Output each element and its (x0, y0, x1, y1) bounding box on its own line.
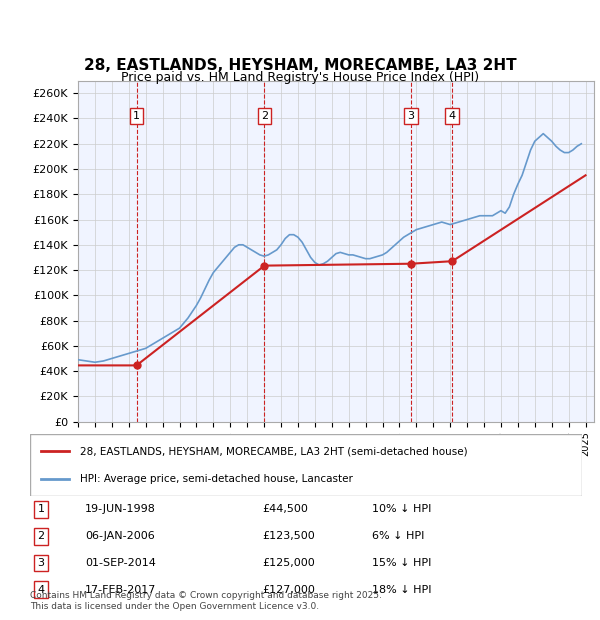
Text: £44,500: £44,500 (262, 505, 308, 515)
Text: 6% ↓ HPI: 6% ↓ HPI (372, 531, 425, 541)
Text: Contains HM Land Registry data © Crown copyright and database right 2025.
This d: Contains HM Land Registry data © Crown c… (30, 591, 382, 611)
Text: Price paid vs. HM Land Registry's House Price Index (HPI): Price paid vs. HM Land Registry's House … (121, 71, 479, 84)
Text: £127,000: £127,000 (262, 585, 315, 595)
Text: 2: 2 (37, 531, 44, 541)
Text: 3: 3 (38, 558, 44, 568)
Text: 2: 2 (261, 111, 268, 121)
FancyBboxPatch shape (30, 434, 582, 496)
Text: £125,000: £125,000 (262, 558, 314, 568)
Text: 1: 1 (38, 505, 44, 515)
Text: 06-JAN-2006: 06-JAN-2006 (85, 531, 155, 541)
Text: 28, EASTLANDS, HEYSHAM, MORECAMBE, LA3 2HT (semi-detached house): 28, EASTLANDS, HEYSHAM, MORECAMBE, LA3 2… (80, 446, 467, 456)
Text: 01-SEP-2014: 01-SEP-2014 (85, 558, 156, 568)
Text: 17-FEB-2017: 17-FEB-2017 (85, 585, 157, 595)
Text: £123,500: £123,500 (262, 531, 314, 541)
Text: 10% ↓ HPI: 10% ↓ HPI (372, 505, 431, 515)
Text: 4: 4 (449, 111, 456, 121)
Text: HPI: Average price, semi-detached house, Lancaster: HPI: Average price, semi-detached house,… (80, 474, 353, 484)
Text: 1: 1 (133, 111, 140, 121)
Text: 15% ↓ HPI: 15% ↓ HPI (372, 558, 431, 568)
Text: 4: 4 (37, 585, 44, 595)
Text: 19-JUN-1998: 19-JUN-1998 (85, 505, 156, 515)
Text: 3: 3 (407, 111, 414, 121)
Text: 28, EASTLANDS, HEYSHAM, MORECAMBE, LA3 2HT: 28, EASTLANDS, HEYSHAM, MORECAMBE, LA3 2… (83, 58, 517, 73)
Text: 18% ↓ HPI: 18% ↓ HPI (372, 585, 432, 595)
